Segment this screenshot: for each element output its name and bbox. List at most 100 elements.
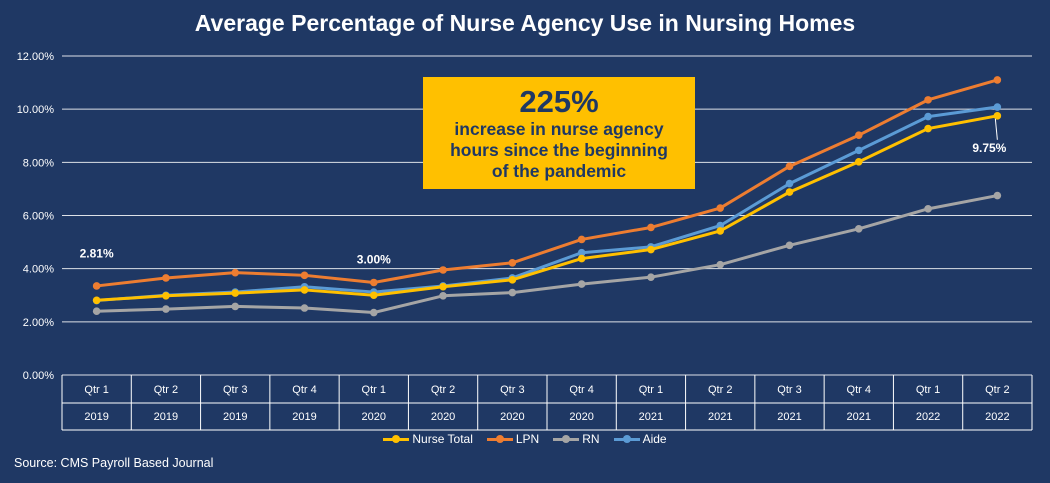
data-point-aide [993,103,1002,111]
data-label: 2.81% [80,246,114,260]
x-tick-year: 2019 [84,411,108,423]
data-label: 9.75% [972,141,1006,155]
data-point-rn [577,280,586,288]
data-point-rn [924,205,932,213]
data-point-rn [993,191,1002,200]
legend-swatch [553,434,580,443]
x-tick-year: 2020 [569,411,593,423]
data-point-rn [162,305,170,313]
x-tick-quarter: Qtr 1 [916,384,940,396]
y-tick-label: 6.00% [23,211,54,223]
x-tick-quarter: Qtr 2 [154,384,178,396]
callout-box: 225% increase in nurse agency hours sinc… [423,77,695,189]
data-point-lpn [162,274,170,282]
data-point-lpn [647,223,655,232]
x-tick-year: 2021 [708,411,732,423]
data-point-lpn [92,282,101,290]
data-point-aide [577,248,586,257]
x-tick-quarter: Qtr 1 [84,384,108,396]
callout-text: increase in nurse agency hours since the… [450,119,668,181]
legend-swatch [613,434,640,443]
data-point-rn [508,288,517,297]
chart-title: Average Percentage of Nurse Agency Use i… [194,10,856,36]
x-tick-quarter: Qtr 1 [639,384,663,396]
data-point-nurse-total [300,286,309,294]
x-tick-quarter: Qtr 1 [362,384,386,396]
data-point-lpn [439,266,447,274]
x-tick-quarter: Qtr 2 [985,384,1009,396]
data-point-lpn [785,162,794,171]
data-label: 3.00% [357,252,391,266]
x-tick-quarter: Qtr 3 [777,384,801,396]
y-tick-label: 2.00% [23,317,54,329]
x-tick-year: 2021 [847,411,871,423]
data-point-rn [647,273,655,281]
data-point-nurse-total [92,296,101,305]
data-point-nurse-total [854,158,863,166]
data-point-rn [785,241,794,250]
y-tick-label: 4.00% [23,264,54,276]
x-tick-year: 2019 [292,411,316,423]
data-point-aide [854,146,863,155]
data-point-lpn [231,268,240,277]
data-point-lpn [924,96,932,104]
x-tick-year: 2020 [500,411,524,423]
data-point-rn [231,302,240,311]
legend-swatch [383,434,410,443]
x-tick-year: 2020 [431,411,455,423]
series-line-rn [95,194,999,315]
legend-item-rn: RN [553,432,600,446]
data-point-lpn [716,204,725,212]
data-point-lpn [508,259,517,267]
legend-item-aide: Aide [613,432,667,446]
data-point-rn [369,308,378,317]
y-tick-label: 10.00% [17,104,55,116]
legend-item-nurse-total: Nurse Total [383,432,473,446]
series-line-nurse-total [95,114,999,302]
data-point-aide [924,112,932,121]
legend-label: Aide [642,432,667,446]
legend-label: RN [582,432,600,446]
x-tick-year: 2020 [362,411,386,423]
data-point-nurse-total [508,276,517,284]
data-point-nurse-total [785,188,794,196]
x-tick-quarter: Qtr 3 [500,384,524,396]
data-point-rn [300,304,309,312]
callout-headline: 225% [519,84,599,119]
data-point-aide [785,179,794,188]
x-tick-year: 2022 [985,411,1009,423]
data-point-rn [716,260,725,269]
x-tick-quarter: Qtr 2 [708,384,732,396]
data-point-nurse-total [231,289,240,297]
chart-legend: Nurse Total LPN RN Aide [0,432,1050,446]
legend-label: LPN [515,432,540,446]
data-point-nurse-total [439,282,447,291]
y-tick-label: 8.00% [23,157,54,169]
x-tick-quarter: Qtr 3 [223,384,247,396]
y-tick-label: 0.00% [23,370,54,382]
data-point-rn [92,307,101,316]
data-point-nurse-total [577,254,586,263]
x-tick-quarter: Qtr 2 [431,384,455,396]
x-tick-year: 2021 [639,411,663,423]
x-tick-year: 2019 [223,411,247,423]
source-note: Source: CMS Payroll Based Journal [14,456,214,470]
data-point-nurse-total [993,112,1002,120]
series-line-lpn [95,78,999,288]
legend-item-lpn: LPN [486,432,540,446]
x-tick-quarter: Qtr 4 [292,384,316,396]
x-tick-year: 2022 [916,411,940,423]
x-tick-year: 2019 [154,411,178,423]
legend-swatch [486,434,513,443]
data-label-leader [994,118,998,140]
data-point-rn [854,224,863,233]
x-tick-quarter: Qtr 4 [569,384,593,396]
data-point-lpn [993,76,1002,84]
data-point-lpn [854,131,863,140]
data-point-nurse-total [924,124,932,133]
x-tick-year: 2021 [777,411,801,423]
y-tick-label: 12.00% [17,51,55,63]
legend-label: Nurse Total [412,432,473,446]
